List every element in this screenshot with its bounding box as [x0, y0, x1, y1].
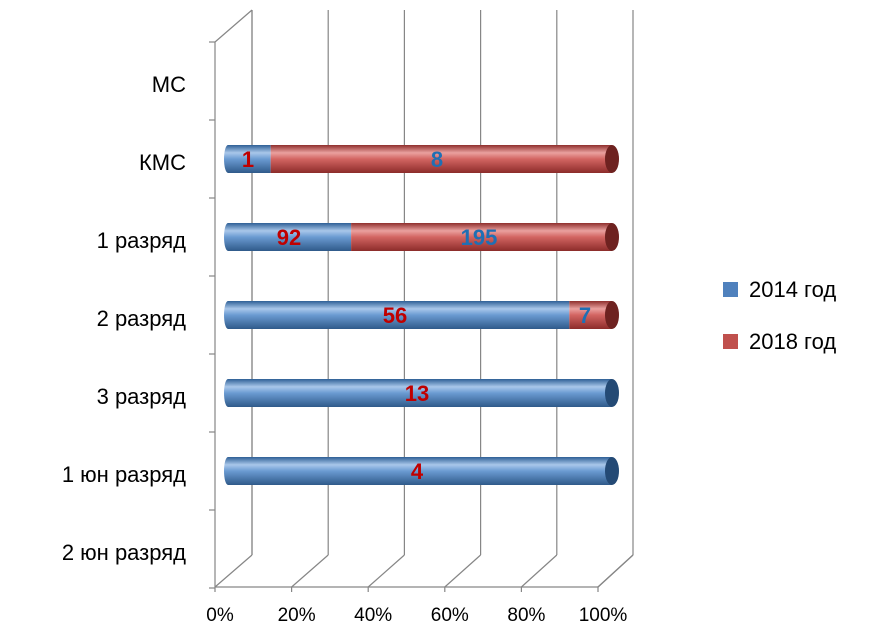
- bar-end-cap-3-разряд: [605, 379, 619, 407]
- data-label-1-юн-разряд-2014-год: 4: [411, 459, 424, 484]
- bar-кмс-2014-год: [228, 145, 271, 173]
- legend-label-2018-год: 2018 год: [749, 329, 836, 354]
- category-label-мс: МС: [152, 72, 186, 97]
- category-label-3-разряд: 3 разряд: [97, 384, 187, 409]
- data-label-кмс-2018-год: 8: [431, 147, 443, 172]
- bar-start-cap-кмс: [224, 145, 232, 173]
- data-label-3-разряд-2014-год: 13: [405, 381, 429, 406]
- x-tick-label-100%: 100%: [579, 605, 628, 626]
- floor-gridline-80%: [520, 554, 558, 588]
- bar-2-разряд-2014-год: [228, 301, 570, 329]
- bar-1-юн-разряд-2014-год: [228, 457, 612, 485]
- x-tick-label-40%: 40%: [354, 605, 392, 626]
- category-label-кмс: КМС: [139, 150, 186, 175]
- bar-end-cap-1-разряд: [605, 223, 619, 251]
- category-label-2-юн-разряд: 2 юн разряд: [62, 540, 186, 565]
- floor-gridline-100%: [597, 554, 634, 588]
- bar-end-cap-2-разряд: [605, 301, 619, 329]
- x-tick-label-0%: 0%: [206, 605, 234, 626]
- bar-start-cap-1-разряд: [224, 223, 232, 251]
- bars-layer: 1 8 92 195 56 7 13 4: [224, 145, 619, 485]
- legend-label-2014-год: 2014 год: [749, 277, 836, 302]
- category-label-1-юн-разряд: 1 юн разряд: [62, 462, 186, 487]
- legend-swatch-2014-год: [723, 282, 738, 297]
- bar-3-разряд-2014-год: [228, 379, 612, 407]
- category-label-2-разряд: 2 разряд: [97, 306, 187, 331]
- bar-end-cap-1-юн-разряд: [605, 457, 619, 485]
- bar-end-cap-кмс: [605, 145, 619, 173]
- bar-2-разряд-2018-год: [569, 301, 612, 329]
- category-label-1-разряд: 1 разряд: [97, 228, 187, 253]
- x-tick-labels: 0% 20% 40% 60% 80% 100%: [206, 605, 627, 626]
- bar-start-cap-3-разряд: [224, 379, 232, 407]
- floor-gridline-40%: [367, 554, 405, 588]
- data-label-2-разряд-2018-год: 7: [579, 303, 591, 328]
- data-label-1-разряд-2018-год: 195: [461, 225, 498, 250]
- bar-1-разряд-2014-год: [228, 223, 352, 251]
- legend: 2014 год 2018 год: [723, 277, 836, 354]
- bar-1-разряд-2018-год: [351, 223, 612, 251]
- floor-gridline-20%: [291, 554, 329, 588]
- grid-layer: [209, 9, 634, 592]
- x-tick-label-60%: 60%: [431, 605, 469, 626]
- x-tick-label-20%: 20%: [278, 605, 316, 626]
- data-label-2-разряд-2014-год: 56: [383, 303, 407, 328]
- data-label-кмс-2014-год: 1: [242, 147, 254, 172]
- bar-кмс-2018-год: [270, 145, 612, 173]
- x-tick-label-80%: 80%: [507, 605, 545, 626]
- floor-gridline-60%: [444, 554, 481, 588]
- bar-start-cap-2-разряд: [224, 301, 232, 329]
- bar-start-cap-1-юн-разряд: [224, 457, 232, 485]
- data-label-1-разряд-2014-год: 92: [277, 225, 301, 250]
- category-labels: МС КМС 1 разряд 2 разряд 3 разряд 1 юн разряд…: [62, 72, 186, 565]
- left-wall-top-edge: [214, 9, 253, 43]
- floor-gridline-0%: [214, 554, 253, 588]
- legend-swatch-2018-год: [723, 334, 738, 349]
